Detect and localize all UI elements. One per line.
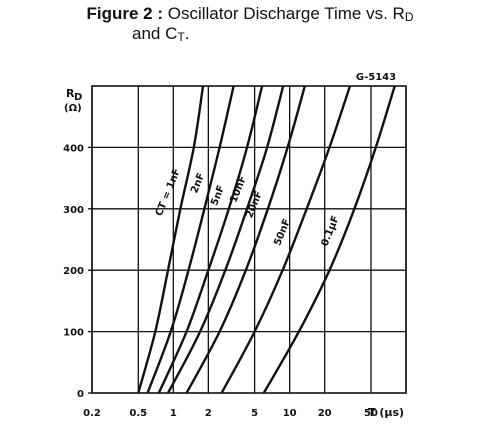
- y-tick-label: 200: [63, 266, 84, 277]
- x-tick-label: 0.2: [83, 408, 101, 419]
- series-label: 0.1μF: [320, 214, 342, 248]
- series-label: 10nF: [228, 174, 249, 204]
- x-tick-label: 5: [251, 408, 258, 419]
- figure-title-line1: Figure 2 : Oscillator Discharge Time vs.…: [0, 4, 500, 24]
- y-tick-label: 0: [77, 389, 84, 400]
- series-line: [157, 86, 264, 393]
- plot-frame: [91, 85, 407, 394]
- x-tick-label: 50: [364, 408, 378, 419]
- series-line: [137, 86, 205, 393]
- figure-title-text: Oscillator Discharge Time vs. R: [167, 4, 405, 23]
- figure-title-line2-end: .: [184, 24, 190, 43]
- x-axis-label: T (μs): [368, 406, 404, 419]
- series-line: [146, 86, 235, 393]
- chart-code: G-5143: [356, 72, 396, 83]
- y-axis-label: R: [66, 87, 75, 100]
- series-label: 2nF: [189, 172, 207, 196]
- figure-title-line2-text: and C: [132, 24, 178, 43]
- figure-title-line2: and CT.: [132, 24, 189, 44]
- series-line: [262, 86, 396, 393]
- y-axis-label-sub: D: [74, 92, 82, 103]
- series-label: 5nF: [209, 184, 227, 208]
- series-line: [166, 86, 285, 393]
- series-line: [220, 86, 352, 393]
- x-tick-label: 10: [283, 408, 297, 419]
- figure-title-line2-sub: T: [177, 30, 185, 44]
- figure-title-sub: D: [404, 10, 414, 24]
- y-tick-label: 100: [63, 328, 84, 339]
- x-tick-label: 20: [318, 408, 332, 419]
- y-axis-unit: (Ω): [64, 103, 82, 114]
- figure-number: Figure 2 :: [86, 4, 163, 23]
- x-tick-label: 1: [170, 408, 177, 419]
- x-tick-label: 2: [205, 408, 212, 419]
- series-line: [185, 86, 306, 393]
- y-tick-label: 400: [63, 143, 84, 154]
- chart-curves: [137, 86, 396, 393]
- y-tick-label: 300: [63, 205, 84, 216]
- x-tick-label: 0.5: [129, 408, 147, 419]
- series-label: CT = 1nF: [154, 167, 183, 218]
